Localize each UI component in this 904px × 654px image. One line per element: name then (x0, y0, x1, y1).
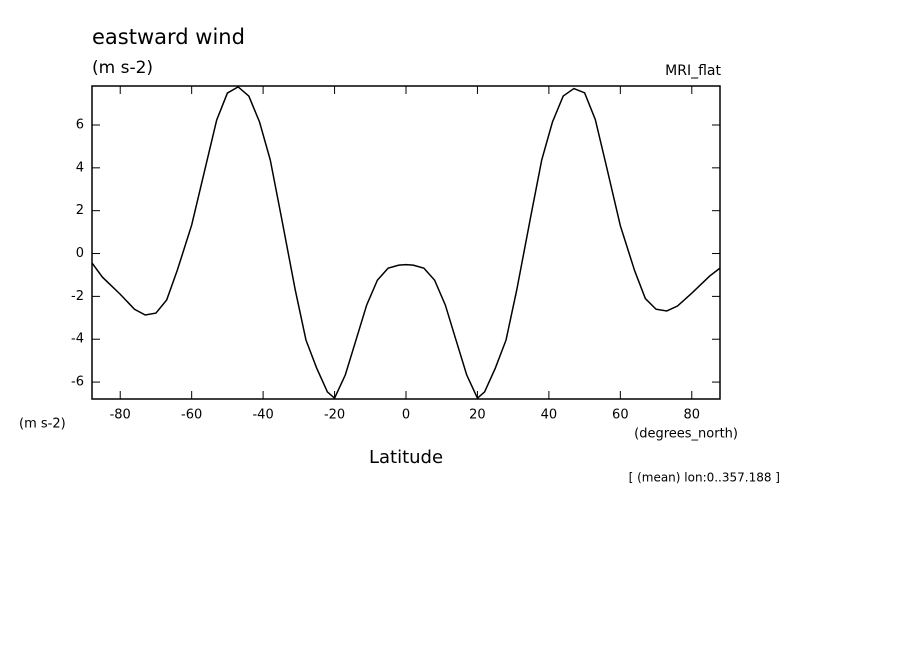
y-axis-label: (m s-2) (19, 417, 66, 432)
x-tick-label: -60 (181, 408, 202, 423)
x-tick-label: -80 (110, 408, 131, 423)
units: (m s-2) (92, 58, 153, 78)
chart-title: eastward wind (92, 25, 245, 49)
note: [ (mean) lon:0..357.188 ] (629, 471, 780, 485)
y-tick-label: 2 (76, 203, 84, 218)
x-tick-label: 20 (469, 408, 486, 423)
y-tick-label: 4 (76, 160, 84, 175)
model-label: MRI_flat (665, 63, 721, 79)
x-axis-label: Latitude (369, 447, 443, 468)
x-tick-label: -40 (252, 408, 273, 423)
x-tick-label: 60 (612, 408, 629, 423)
x-tick-label: 0 (402, 408, 410, 423)
y-tick-label: -6 (71, 375, 84, 390)
x-tick-label: -20 (324, 408, 345, 423)
x-tick-label: 80 (684, 408, 701, 423)
x-tick-label: 40 (541, 408, 558, 423)
x-units: (degrees_north) (634, 427, 738, 442)
y-tick-label: -4 (71, 332, 84, 347)
y-tick-label: -2 (71, 289, 84, 304)
y-tick-label: 0 (76, 246, 84, 261)
y-tick-label: 6 (76, 117, 84, 132)
data-line (91, 85, 721, 400)
